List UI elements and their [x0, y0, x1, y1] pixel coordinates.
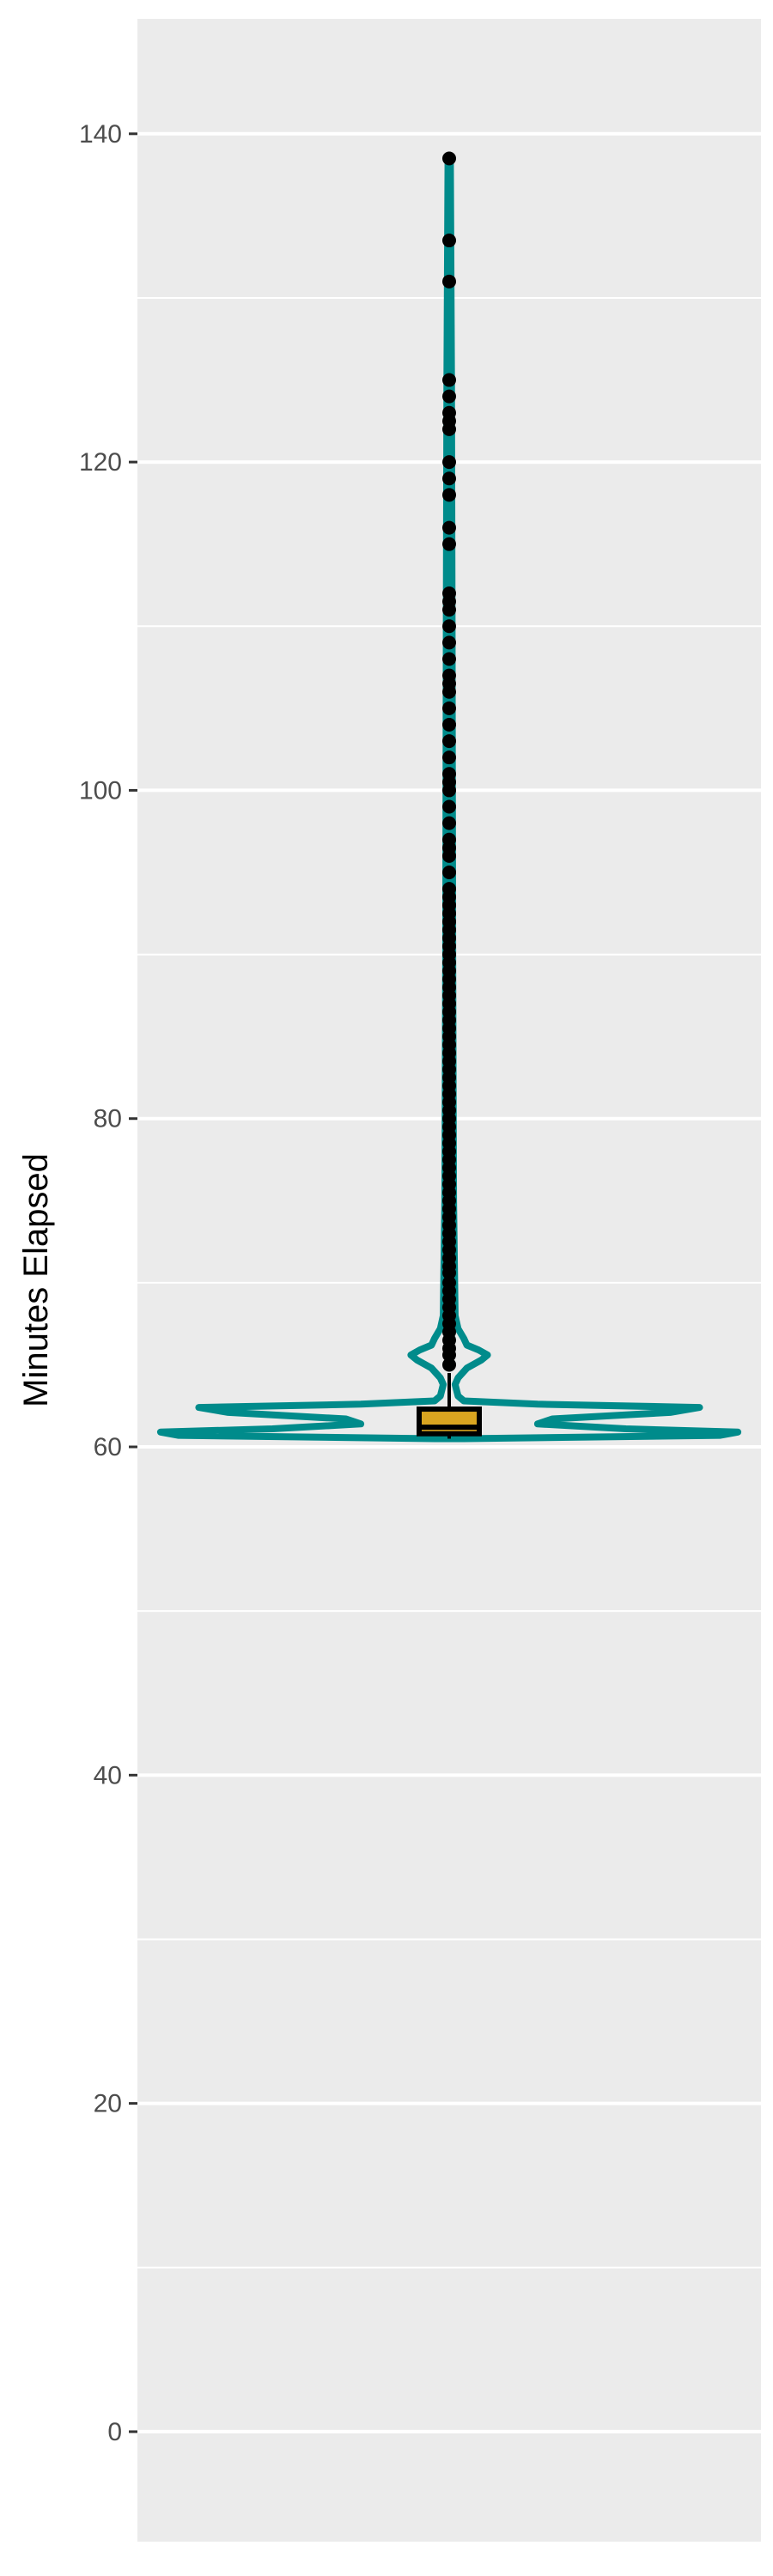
outlier-point [442, 635, 456, 650]
outlier-point [442, 734, 456, 749]
y-tick-label: 80 [94, 1105, 122, 1133]
y-tick-label: 40 [94, 1761, 122, 1789]
outlier-point [442, 537, 456, 551]
outlier-point [442, 832, 456, 847]
outlier-point [442, 652, 456, 666]
outlier-point [442, 619, 456, 634]
outlier-point [442, 471, 456, 486]
outlier-point [442, 816, 456, 830]
outlier-point [442, 405, 456, 420]
outlier-point [442, 882, 456, 896]
outlier-point [442, 488, 456, 502]
outlier-point [442, 520, 456, 535]
y-tick-label: 20 [94, 2090, 122, 2118]
outlier-point [442, 717, 456, 732]
outlier-point [442, 389, 456, 404]
y-tick-label: 100 [79, 776, 122, 805]
outlier-point [442, 373, 456, 387]
y-tick-label: 60 [94, 1433, 122, 1461]
outlier-points [442, 151, 456, 1372]
outlier-point [442, 234, 456, 248]
y-axis-title: Minutes Elapsed [17, 1153, 55, 1407]
y-axis-ticks [129, 132, 137, 2433]
outlier-point [442, 750, 456, 765]
outlier-point [442, 151, 456, 166]
outlier-point [442, 455, 456, 470]
box-iqr [417, 1406, 482, 1437]
y-tick-label: 140 [79, 120, 122, 149]
y-tick-label: 120 [79, 448, 122, 477]
outlier-point [442, 668, 456, 683]
outlier-point [442, 799, 456, 814]
outlier-point [442, 1275, 456, 1290]
outlier-point [442, 767, 456, 781]
outlier-point [442, 1358, 456, 1372]
outlier-point [442, 274, 456, 289]
outlier-point [442, 701, 456, 715]
outlier-point [442, 865, 456, 879]
y-tick-label: 0 [107, 2418, 122, 2446]
y-axis-tick-labels: 0 20 40 60 80 100 120 140 [79, 120, 122, 2446]
outlier-point [442, 586, 456, 601]
